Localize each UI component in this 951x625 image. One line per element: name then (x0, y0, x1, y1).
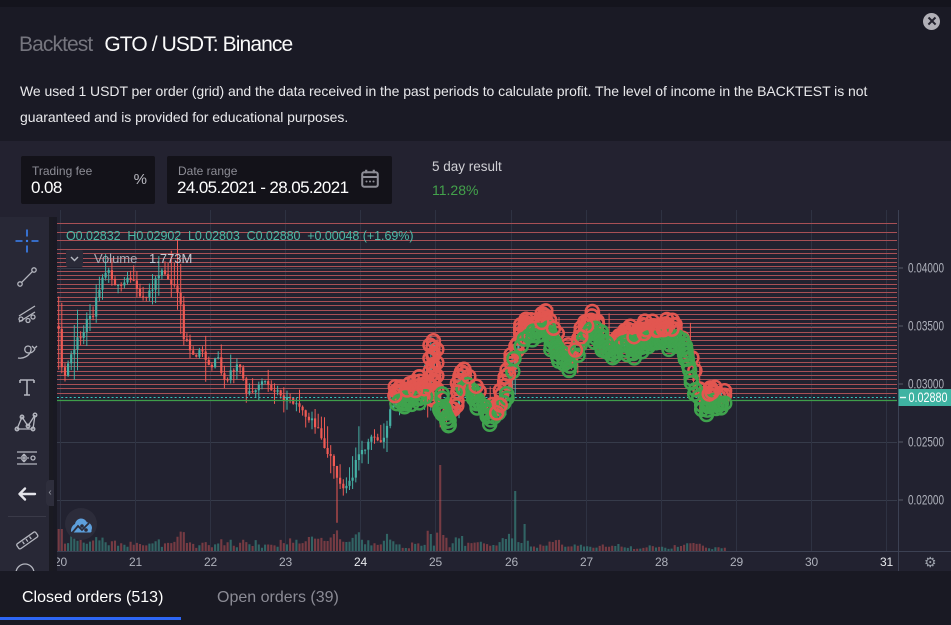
svg-text:20: 20 (57, 555, 67, 569)
svg-text:27: 27 (580, 555, 593, 569)
svg-text:⚙: ⚙ (924, 554, 937, 570)
svg-text:22: 22 (204, 555, 217, 569)
svg-text:0.02000: 0.02000 (908, 493, 944, 508)
svg-text:0.03000: 0.03000 (908, 377, 944, 392)
svg-text:26: 26 (505, 555, 518, 569)
svg-text:0.02500: 0.02500 (908, 435, 944, 450)
svg-text:31: 31 (880, 555, 893, 569)
svg-text:23: 23 (279, 555, 292, 569)
svg-text:1.773M: 1.773M (149, 251, 192, 266)
svg-text:30: 30 (805, 555, 818, 569)
svg-text:0.02880: 0.02880 (909, 390, 948, 405)
svg-text:25: 25 (429, 555, 442, 569)
svg-text:Volume: Volume (94, 251, 137, 266)
svg-text:29: 29 (730, 555, 743, 569)
svg-text:28: 28 (655, 555, 668, 569)
svg-text:O0.02832 H0.02902 L0.02803: O0.02832 H0.02902 L0.02803 C0.02880 +0.0… (66, 229, 413, 243)
svg-text:0.03500: 0.03500 (908, 319, 944, 334)
svg-text:24: 24 (354, 555, 367, 569)
svg-text:21: 21 (129, 555, 142, 569)
svg-text:0.04000: 0.04000 (908, 261, 944, 276)
